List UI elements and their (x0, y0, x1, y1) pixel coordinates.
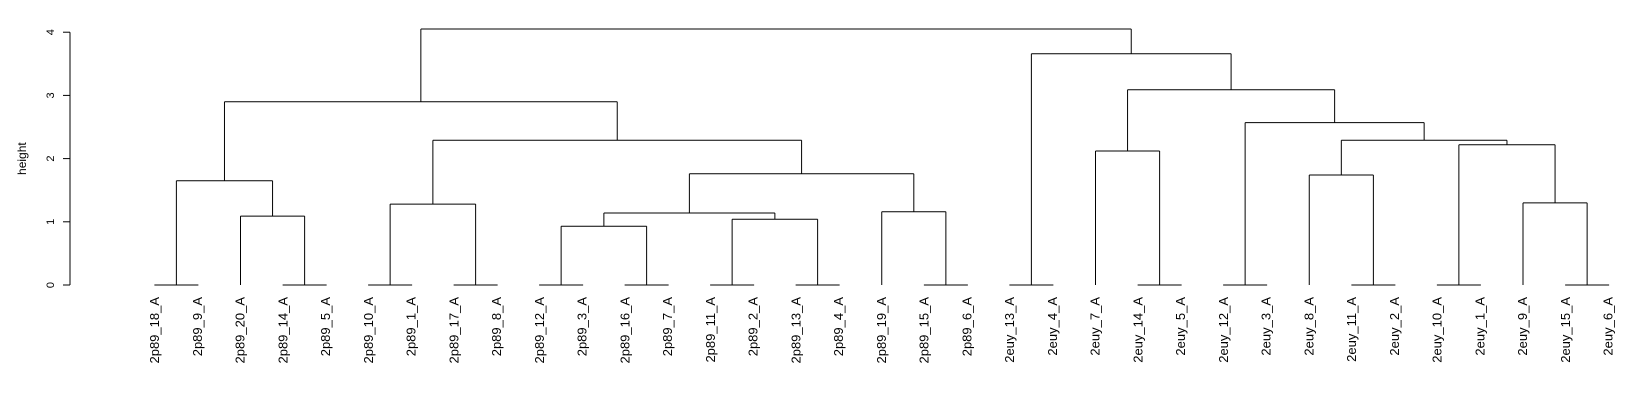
leaf-label: 2p89_5_A (318, 297, 333, 357)
leaf-label: 2euy_11_A (1344, 297, 1359, 362)
leaf-label: 2euy_4_A (1045, 297, 1060, 356)
leaf-label: 2p89_14_A (275, 297, 290, 364)
leaf-label: 2p89_20_A (233, 297, 248, 364)
leaf-label: 2euy_3_A (1259, 297, 1274, 356)
leaf-label: 2euy_9_A (1515, 297, 1530, 356)
leaf-label: 2euy_6_A (1601, 297, 1616, 356)
leaf-label: 2euy_2_A (1387, 297, 1402, 356)
leaf-label: 2p89_11_A (703, 297, 718, 363)
y-tick-label: 0 (45, 282, 57, 288)
y-tick-label: 4 (45, 29, 57, 35)
leaf-label: 2euy_7_A (1088, 297, 1103, 356)
leaf-label: 2p89_19_A (874, 297, 889, 364)
leaf-label: 2p89_18_A (147, 297, 162, 364)
y-tick-label: 3 (45, 92, 57, 98)
leaf-label: 2euy_8_A (1301, 297, 1316, 356)
y-axis-title: height (15, 142, 29, 175)
leaf-label: 2p89_10_A (361, 297, 376, 364)
leaf-label: 2p89_4_A (831, 297, 846, 357)
leaf-label: 2euy_10_A (1430, 297, 1445, 363)
leaf-label: 2p89_7_A (660, 297, 675, 357)
leaf-label: 2p89_2_A (746, 297, 761, 357)
leaf-label: 2p89_6_A (959, 297, 974, 357)
leaf-label: 2p89_17_A (446, 297, 461, 364)
leaf-label: 2p89_8_A (489, 297, 504, 357)
leaf-label: 2p89_1_A (404, 297, 419, 357)
leaf-label: 2euy_14_A (1130, 297, 1145, 363)
leaf-label: 2p89_15_A (917, 297, 932, 364)
leaf-label: 2euy_15_A (1558, 297, 1573, 363)
leaf-label: 2p89_12_A (532, 297, 547, 364)
leaf-label: 2euy_12_A (1216, 297, 1231, 363)
leaf-label: 2euy_1_A (1472, 297, 1487, 356)
leaf-label: 2p89_3_A (575, 297, 590, 357)
leaf-label: 2p89_9_A (190, 297, 205, 357)
leaf-label: 2p89_13_A (788, 297, 803, 364)
leaf-label: 2euy_13_A (1002, 297, 1017, 363)
leaf-label: 2euy_5_A (1173, 297, 1188, 356)
leaf-label: 2p89_16_A (617, 297, 632, 364)
y-tick-label: 2 (45, 156, 57, 162)
y-tick-label: 1 (45, 219, 57, 225)
